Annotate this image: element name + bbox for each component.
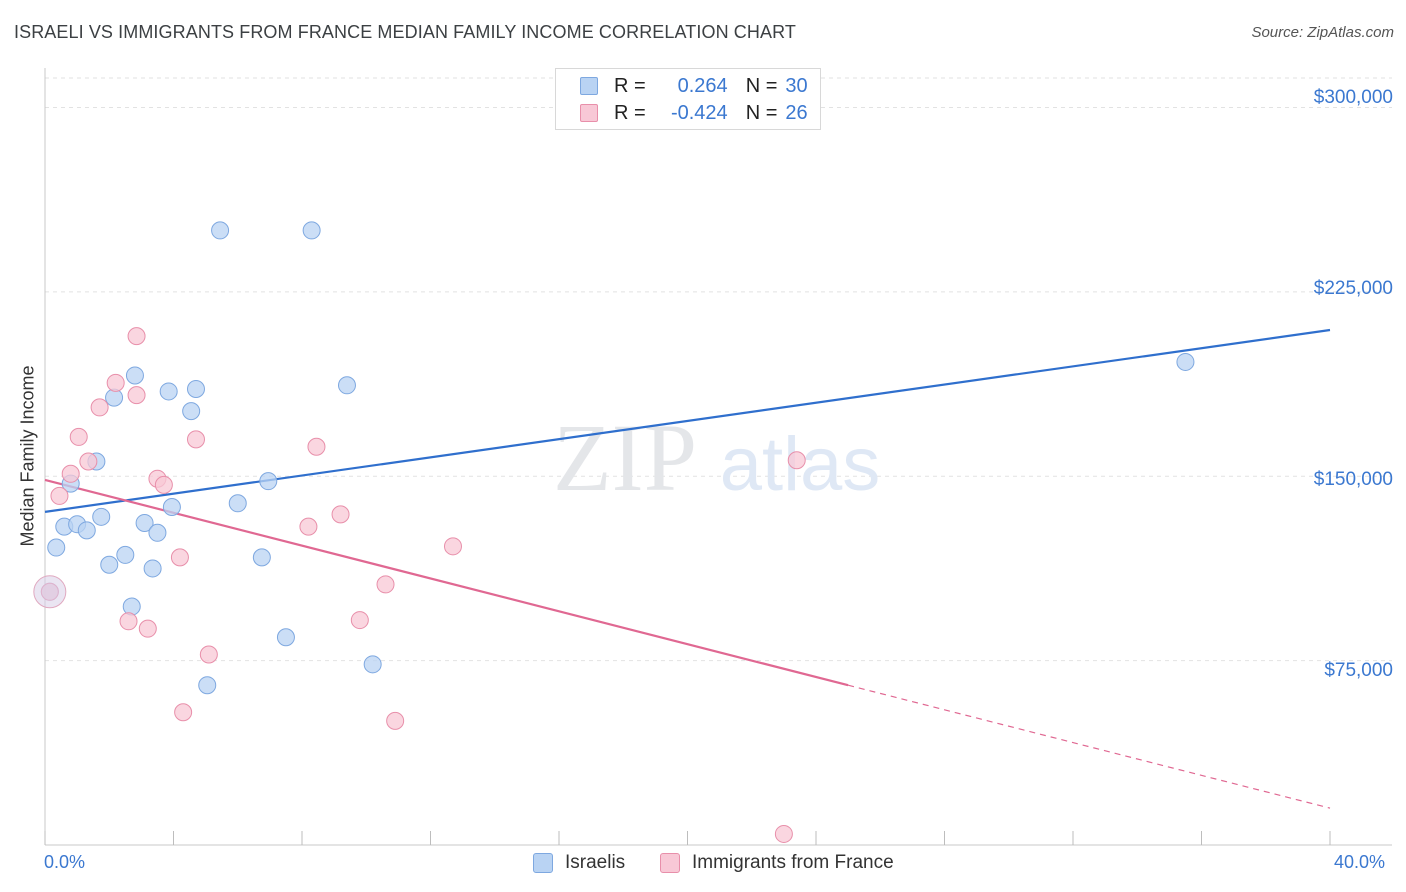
data-point-israelis — [186, 379, 205, 398]
data-point-israelis — [182, 402, 201, 421]
data-point-france — [69, 427, 88, 446]
data-point-israelis — [211, 221, 230, 240]
watermark-zip: ZIP — [553, 404, 697, 511]
correlation-legend: R = 0.264 N = 30 R = -0.424 N = 26 — [555, 68, 821, 130]
data-point-israelis — [100, 555, 119, 574]
data-point-france — [331, 505, 350, 524]
series-legend-israelis[interactable]: Israelis — [533, 852, 625, 874]
series-legend-france[interactable]: Immigrants from France — [660, 852, 894, 874]
data-point-france — [774, 824, 793, 843]
legend-n-value: 26 — [785, 101, 808, 124]
data-point-israelis — [228, 494, 247, 513]
data-point-france — [376, 575, 395, 594]
watermark: ZIP atlas — [553, 404, 880, 511]
legend-n-label: N = — [745, 101, 778, 124]
data-point-france — [106, 373, 125, 392]
data-point-israelis — [92, 507, 111, 526]
data-point-israelis — [162, 497, 181, 516]
data-point-france — [119, 612, 138, 631]
series-legend-label: Immigrants from France — [692, 852, 894, 873]
legend-r-label: R = — [614, 101, 646, 124]
y-tick-label: $150,000 — [1313, 469, 1393, 490]
data-point-israelis — [122, 597, 141, 616]
chart-title: ISRAELI VS IMMIGRANTS FROM FRANCE MEDIAN… — [14, 22, 796, 42]
data-point-israelis — [1176, 352, 1195, 371]
data-point-france — [90, 398, 109, 417]
y-axis-title: Median Family Income — [17, 365, 38, 547]
data-point-france — [170, 548, 189, 567]
data-point-france — [443, 537, 462, 556]
x-tick-label-max: 40.0% — [1334, 852, 1386, 872]
data-point-france — [386, 711, 405, 730]
source-label: Source: ZipAtlas.com — [1251, 24, 1394, 41]
data-point-france — [199, 645, 218, 664]
trend-lines — [44, 328, 1331, 809]
x-tick-label-min: 0.0% — [44, 852, 86, 872]
legend-n-value: 30 — [785, 74, 808, 97]
legend-r-value: -0.424 — [670, 101, 728, 124]
data-point-france — [61, 464, 80, 483]
legend-n-label: N = — [745, 74, 778, 97]
data-point-israelis — [125, 366, 144, 385]
data-point-france — [350, 611, 369, 630]
data-point-israelis — [337, 376, 356, 395]
data-point-israelis — [116, 545, 135, 564]
legend-swatch-israelis — [580, 77, 598, 95]
data-point-israelis — [259, 472, 278, 491]
data-point-israelis — [143, 559, 162, 578]
data-point-france — [127, 386, 146, 405]
data-point-israelis — [198, 676, 217, 695]
data-point-israelis — [252, 548, 271, 567]
trend-line-france — [44, 478, 849, 687]
data-point-france — [154, 475, 173, 494]
data-point-israelis — [363, 655, 382, 674]
data-point-france — [186, 430, 205, 449]
series-swatch-france — [660, 853, 680, 873]
data-point-israelis — [148, 523, 167, 542]
legend-r-label: R = — [614, 74, 646, 97]
data-point-israelis — [47, 538, 66, 557]
data-point-israelis — [135, 513, 154, 532]
series-legend-label: Israelis — [565, 852, 626, 873]
y-tick-label: $75,000 — [1324, 660, 1393, 681]
y-tick-label: $300,000 — [1313, 87, 1393, 108]
legend-row-france: R = -0.424 N = 26 — [580, 101, 808, 125]
data-point-france — [174, 703, 193, 722]
y-tick-label: $225,000 — [1313, 278, 1393, 299]
data-point-france — [787, 451, 806, 470]
axes — [44, 68, 1392, 846]
data-point-israelis — [159, 382, 178, 401]
series-legend: Israelis Immigrants from France — [0, 852, 1406, 878]
data-point-france — [299, 517, 318, 536]
data-point-france — [127, 327, 146, 346]
data-point-israelis — [77, 521, 96, 540]
data-point-israelis — [302, 221, 321, 240]
data-point-france — [79, 452, 98, 471]
trend-line-extension-france — [847, 684, 1331, 809]
trend-line-israelis — [44, 328, 1331, 513]
data-point-cluster — [33, 575, 67, 609]
data-point-israelis — [276, 628, 295, 647]
legend-swatch-france — [580, 104, 598, 122]
data-point-france — [307, 437, 326, 456]
data-point-france — [138, 619, 157, 638]
legend-r-value: 0.264 — [677, 74, 728, 97]
legend-row-israelis: R = 0.264 N = 30 — [580, 74, 808, 98]
series-swatch-israelis — [533, 853, 553, 873]
data-points — [33, 221, 1195, 843]
data-point-france — [50, 486, 69, 505]
